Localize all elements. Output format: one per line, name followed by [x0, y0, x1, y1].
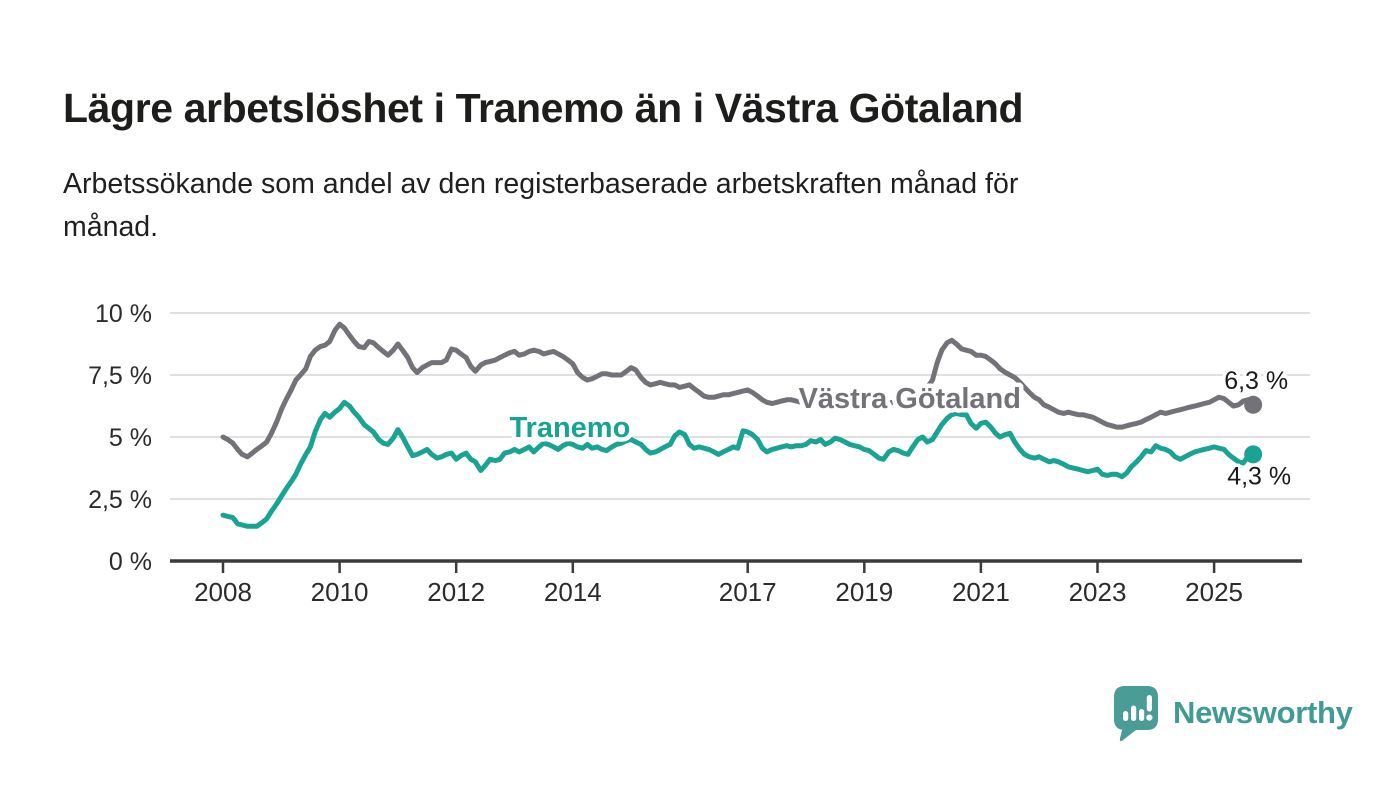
x-axis-label-2012: 2012: [427, 577, 485, 607]
x-axis-label-2010: 2010: [311, 577, 369, 607]
newsworthy-logo-text: Newsworthy: [1173, 695, 1353, 730]
x-axis-label-2019: 2019: [835, 577, 893, 607]
x-axis-label-2017: 2017: [719, 577, 777, 607]
line-vastra-gotaland: [220, 321, 1256, 460]
x-axis-label-2025: 2025: [1185, 577, 1243, 607]
x-axis-label-2023: 2023: [1069, 577, 1127, 607]
y-axis-label-0: 0 %: [109, 548, 152, 576]
line-tranemo: [220, 399, 1256, 529]
bar-2: [1131, 705, 1137, 721]
x-axis-label-2008: 2008: [194, 577, 252, 607]
page-title: Lägre arbetslöshet i Tranemo än i Västra…: [63, 85, 1024, 132]
x-axis-label-2021: 2021: [952, 577, 1010, 607]
unemployment-line-chart: 0 % 2,5 % 5 % 7,5 % 10 % 2008 2010 2012 2014 2017…: [88, 300, 1310, 607]
x-axis-label-2014: 2014: [544, 577, 602, 607]
newsworthy-logo-icon: [1114, 686, 1158, 742]
end-value-label-vastra-gotaland: 6,3 %: [1224, 367, 1288, 395]
series-label-vastra-gotaland: Västra Götaland: [799, 383, 1021, 415]
chart-subtitle: Arbetssökande som andel av den registerb…: [63, 163, 1343, 249]
bar-3: [1139, 709, 1145, 721]
exclamation-bar: [1146, 695, 1152, 712]
chart-subtitle-line-2: månad.: [63, 211, 159, 243]
end-value-label-tranemo: 4,3 %: [1227, 462, 1291, 490]
y-axis-label-2.5: 2,5 %: [88, 486, 152, 514]
y-axis-label-5: 5 %: [109, 424, 152, 452]
exclamation-dot: [1146, 714, 1153, 721]
end-dot-tranemo: [1244, 445, 1263, 464]
end-dot-vastra-gotaland: [1244, 395, 1263, 414]
series-label-tranemo: Tranemo: [509, 412, 630, 444]
newsworthy-logo: Newsworthy: [1112, 684, 1353, 742]
bar-1: [1123, 711, 1129, 721]
y-axis-label-10: 10 %: [95, 300, 152, 328]
y-axis-label-7.5: 7,5 %: [88, 362, 152, 390]
chart-subtitle-line-1: Arbetssökande som andel av den registerb…: [63, 168, 1019, 200]
